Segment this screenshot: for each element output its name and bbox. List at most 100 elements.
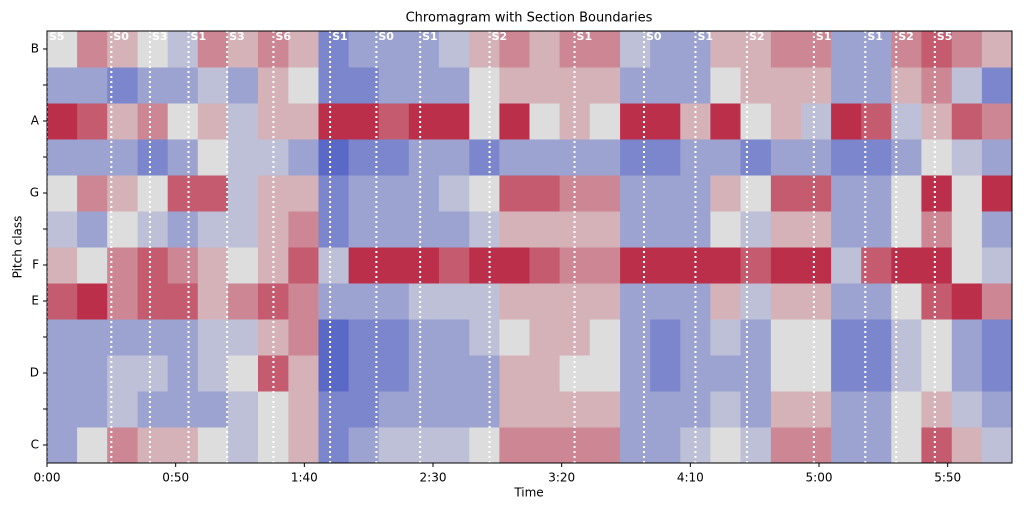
cell xyxy=(438,67,470,104)
cell xyxy=(408,67,440,104)
cell xyxy=(951,211,983,248)
cell xyxy=(318,283,350,320)
cell xyxy=(408,319,440,356)
cell xyxy=(197,427,229,464)
cell xyxy=(77,103,108,140)
cell xyxy=(438,319,470,356)
cell xyxy=(408,31,440,68)
section-label: S3 xyxy=(229,30,245,43)
cell xyxy=(227,31,259,68)
section-label: S0 xyxy=(646,30,662,43)
cell xyxy=(378,103,410,140)
cell xyxy=(318,31,350,68)
cell xyxy=(589,355,621,392)
cell xyxy=(529,31,561,68)
cell xyxy=(167,283,199,320)
cell xyxy=(378,391,410,428)
cell xyxy=(378,355,410,392)
cell xyxy=(378,247,410,284)
cell xyxy=(318,103,350,140)
cell xyxy=(77,391,108,428)
cell xyxy=(107,211,139,248)
cell xyxy=(529,175,561,212)
cell xyxy=(499,283,530,320)
section-label: S5 xyxy=(49,30,65,43)
cell xyxy=(47,211,78,248)
cell xyxy=(469,211,500,248)
cell xyxy=(620,391,651,428)
section-label: S1 xyxy=(577,30,593,43)
cell xyxy=(197,175,229,212)
section-label: S1 xyxy=(422,30,438,43)
cell xyxy=(348,67,380,104)
cell xyxy=(167,139,199,176)
section-label: S2 xyxy=(898,30,914,43)
cell xyxy=(800,355,832,392)
cell xyxy=(408,355,440,392)
cell xyxy=(288,67,319,104)
cell xyxy=(740,67,772,104)
cell xyxy=(951,175,983,212)
cell xyxy=(831,175,862,212)
cell xyxy=(740,31,772,68)
cell xyxy=(710,211,742,248)
cell xyxy=(921,355,953,392)
cell xyxy=(650,427,681,464)
section-label: S1 xyxy=(867,30,883,43)
cell xyxy=(981,139,1013,176)
cell xyxy=(800,211,832,248)
cell xyxy=(227,175,259,212)
cell xyxy=(167,391,199,428)
cell xyxy=(499,247,530,284)
cell xyxy=(378,175,410,212)
cell xyxy=(831,391,862,428)
cell xyxy=(529,355,561,392)
cell xyxy=(47,139,78,176)
cell xyxy=(137,391,169,428)
cell xyxy=(499,211,530,248)
cell xyxy=(197,355,229,392)
cell xyxy=(589,31,621,68)
cell xyxy=(770,247,802,284)
cell xyxy=(770,31,802,68)
cell xyxy=(47,103,78,140)
y-tick-label: B xyxy=(31,42,39,56)
cell xyxy=(589,139,621,176)
cell xyxy=(77,247,108,284)
cell xyxy=(589,247,621,284)
cell xyxy=(620,175,651,212)
cell xyxy=(740,139,772,176)
cell xyxy=(710,247,742,284)
plot-frame xyxy=(46,30,1013,464)
cell xyxy=(770,391,802,428)
cell xyxy=(378,31,410,68)
cell xyxy=(831,319,862,356)
cell xyxy=(710,355,742,392)
cell xyxy=(740,103,772,140)
cell xyxy=(438,247,470,284)
cell xyxy=(710,103,742,140)
cell xyxy=(137,31,169,68)
cell xyxy=(288,139,319,176)
cell xyxy=(348,211,380,248)
section-label: S1 xyxy=(697,30,713,43)
cell xyxy=(378,211,410,248)
cell xyxy=(589,391,621,428)
cell xyxy=(650,31,681,68)
cell xyxy=(921,31,953,68)
cell xyxy=(529,391,561,428)
cell xyxy=(408,139,440,176)
cell xyxy=(981,175,1013,212)
cell xyxy=(710,31,742,68)
cell xyxy=(107,355,139,392)
cell xyxy=(620,319,651,356)
cell xyxy=(348,283,380,320)
cell xyxy=(47,355,78,392)
cell xyxy=(167,247,199,284)
section-label: S0 xyxy=(113,30,129,43)
cell xyxy=(529,211,561,248)
cell xyxy=(438,211,470,248)
cell xyxy=(227,139,259,176)
cell xyxy=(620,427,651,464)
